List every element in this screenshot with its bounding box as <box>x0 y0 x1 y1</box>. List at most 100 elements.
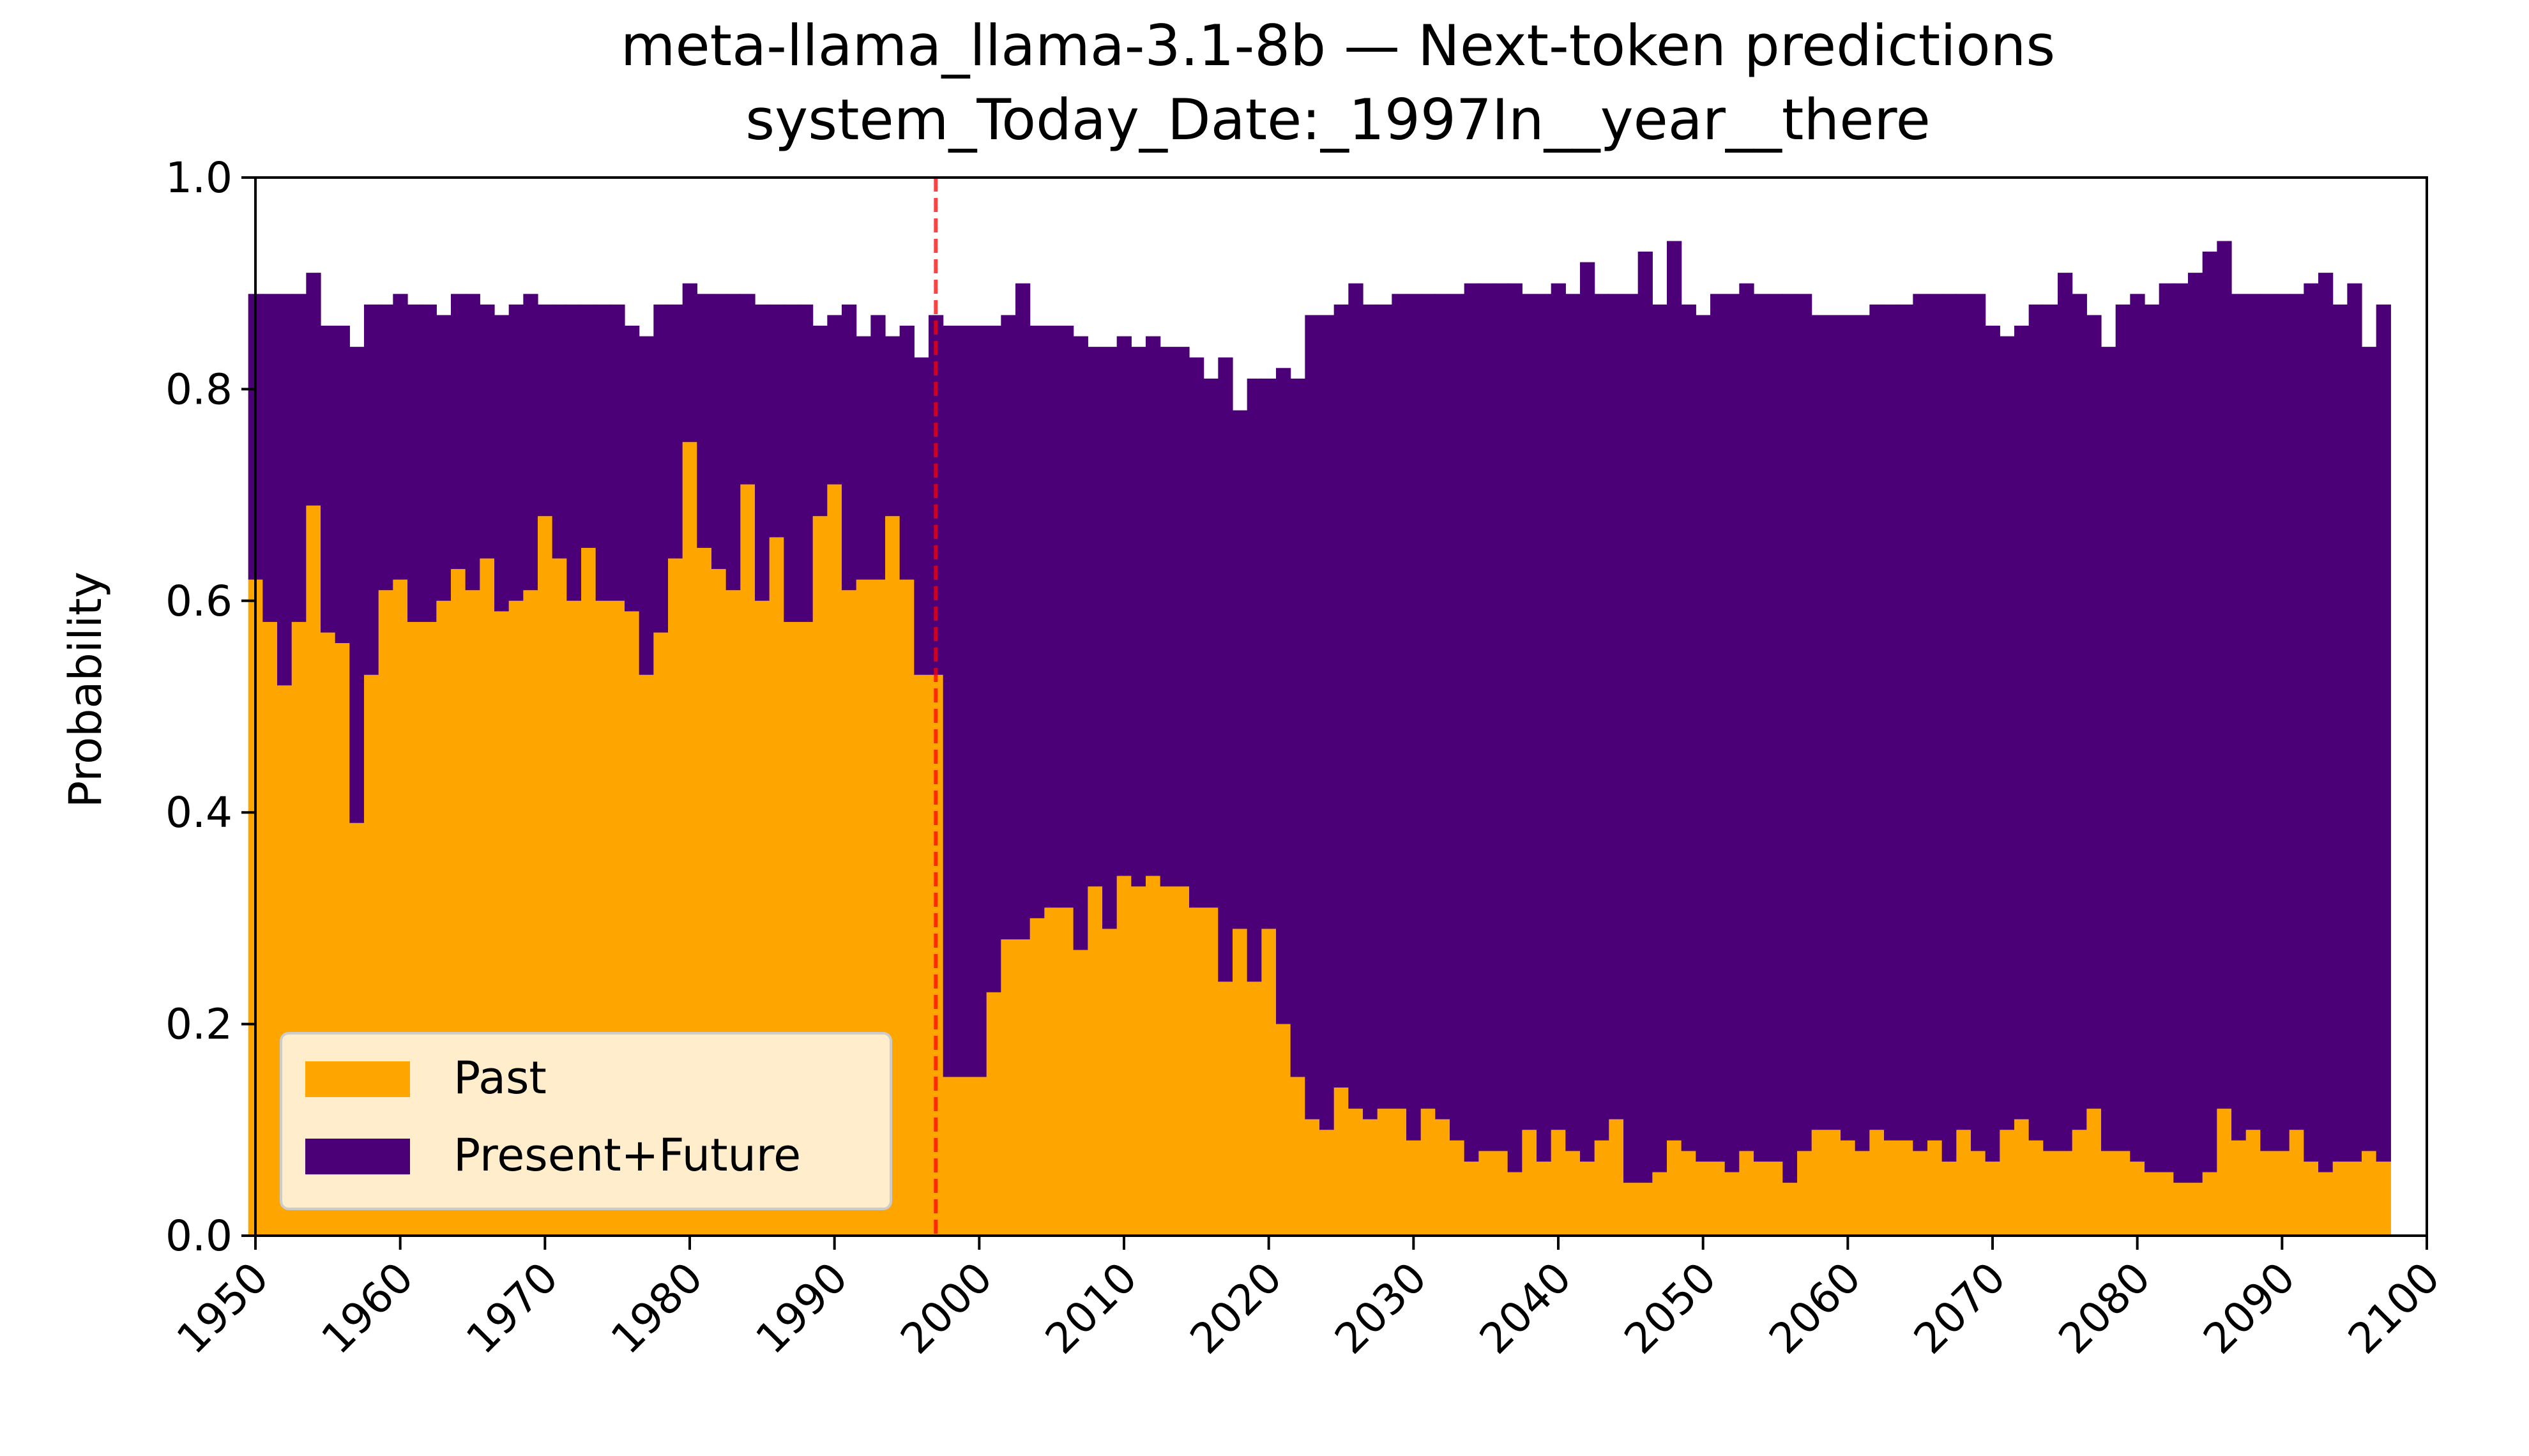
bar-present-future <box>682 283 697 443</box>
bar-past <box>1811 1130 1826 1236</box>
bar-past <box>957 1077 973 1236</box>
bar-present-future <box>393 294 408 580</box>
bar-past <box>2058 1151 2073 1236</box>
bar-present-future <box>1493 283 1508 1151</box>
bar-past <box>1493 1151 1508 1236</box>
bar-present-future <box>1609 294 1624 1119</box>
bar-present-future <box>972 325 987 1077</box>
bar-present-future <box>1667 241 1682 1141</box>
bar-past <box>2173 1183 2189 1236</box>
bar-present-future <box>1681 304 1696 1151</box>
x-tick-label: 1990 <box>747 1253 857 1363</box>
bar-past <box>1580 1162 1595 1236</box>
legend: Past Present+Future <box>280 1032 892 1210</box>
bar-present-future <box>1884 304 1899 1141</box>
bar-past <box>1088 886 1103 1236</box>
legend-swatch <box>305 1061 410 1097</box>
bar-present-future <box>1015 283 1031 940</box>
bar-past <box>1131 886 1146 1236</box>
bar-present-future <box>1450 294 1465 1141</box>
bar-past <box>1681 1151 1696 1236</box>
bar-present-future <box>494 315 510 612</box>
bar-present-future <box>798 304 814 622</box>
bar-present-future <box>321 325 336 633</box>
bar-present-future <box>1971 294 1986 1151</box>
bar-past <box>1059 907 1074 1236</box>
bar-present-future <box>436 315 452 601</box>
bar-present-future <box>2000 336 2015 1130</box>
bar-present-future <box>827 315 842 485</box>
bar-present-future <box>1811 315 1826 1130</box>
bar-present-future <box>1565 294 1581 1151</box>
bar-past <box>2043 1151 2058 1236</box>
bar-present-future <box>1073 336 1088 950</box>
bar-past <box>1522 1130 1537 1236</box>
bar-past <box>2289 1130 2304 1236</box>
bar-present-future <box>610 304 625 601</box>
bar-present-future <box>2058 273 2073 1151</box>
bar-present-future <box>2043 304 2058 1151</box>
legend-swatch <box>305 1139 410 1174</box>
y-tick-label: 1.0 <box>165 153 232 202</box>
bar-past <box>1450 1140 1465 1236</box>
bar-present-future <box>784 304 799 622</box>
bar-present-future <box>1710 294 1726 1162</box>
bar-present-future <box>943 325 958 1077</box>
bar-present-future <box>1218 357 1233 982</box>
bar-present-future <box>1898 304 1913 1141</box>
bar-present-future <box>523 294 538 591</box>
bar-past <box>2245 1130 2261 1236</box>
x-tick-label: 2090 <box>2194 1253 2304 1363</box>
bar-present-future <box>1927 294 1943 1141</box>
bar-present-future <box>957 325 973 1077</box>
bar-past <box>1913 1151 1928 1236</box>
bar-present-future <box>1319 315 1335 1130</box>
bar-present-future <box>1956 294 1971 1130</box>
bar-past <box>899 579 915 1236</box>
bar-present-future <box>812 325 828 517</box>
x-tick-label: 2030 <box>1325 1253 1436 1363</box>
bar-present-future <box>639 336 654 675</box>
x-tick-label: 2060 <box>1759 1253 1870 1363</box>
bar-present-future <box>2173 283 2189 1183</box>
bar-past <box>2362 1151 2377 1236</box>
bar-present-future <box>1464 283 1479 1162</box>
bar-present-future <box>508 304 524 601</box>
bar-past <box>1754 1162 1769 1236</box>
bar-present-future <box>697 294 712 548</box>
bar-present-future <box>1782 294 1798 1183</box>
bar-present-future <box>1594 294 1609 1141</box>
bar-present-future <box>1623 294 1639 1183</box>
bar-past <box>1797 1151 1812 1236</box>
bar-past <box>2086 1109 2102 1236</box>
bar-present-future <box>2332 304 2348 1162</box>
bar-present-future <box>1146 336 1161 876</box>
bar-present-future <box>1276 368 1291 1024</box>
bar-past <box>2101 1151 2116 1236</box>
y-tick-label: 0.6 <box>165 577 232 626</box>
bar-past <box>1189 907 1204 1236</box>
x-tick-label: 2100 <box>2339 1253 2449 1363</box>
bar-present-future <box>1131 347 1146 887</box>
bar-present-future <box>2304 283 2319 1162</box>
bar-past <box>2347 1162 2362 1236</box>
bar-past <box>1537 1162 1552 1236</box>
x-tick-label: 2070 <box>1904 1253 2015 1363</box>
bar-present-future <box>2014 325 2030 1119</box>
bar-past <box>1333 1088 1349 1236</box>
bar-present-future <box>842 304 857 591</box>
bar-past <box>2318 1172 2334 1236</box>
chart-title: meta-llama_llama-3.1-8b — Next-token pre… <box>621 13 2055 79</box>
bar-present-future <box>2289 294 2304 1130</box>
bar-past <box>1826 1130 1841 1236</box>
bar-present-future <box>755 304 770 601</box>
bar-past <box>914 674 929 1236</box>
bar-present-future <box>1247 378 1262 982</box>
bar-past <box>1015 939 1031 1236</box>
bar-present-future <box>2101 347 2116 1151</box>
bar-present-future <box>2086 315 2102 1109</box>
bar-past <box>1261 929 1277 1236</box>
bar-past <box>1233 929 1248 1236</box>
bar-present-future <box>552 304 567 559</box>
